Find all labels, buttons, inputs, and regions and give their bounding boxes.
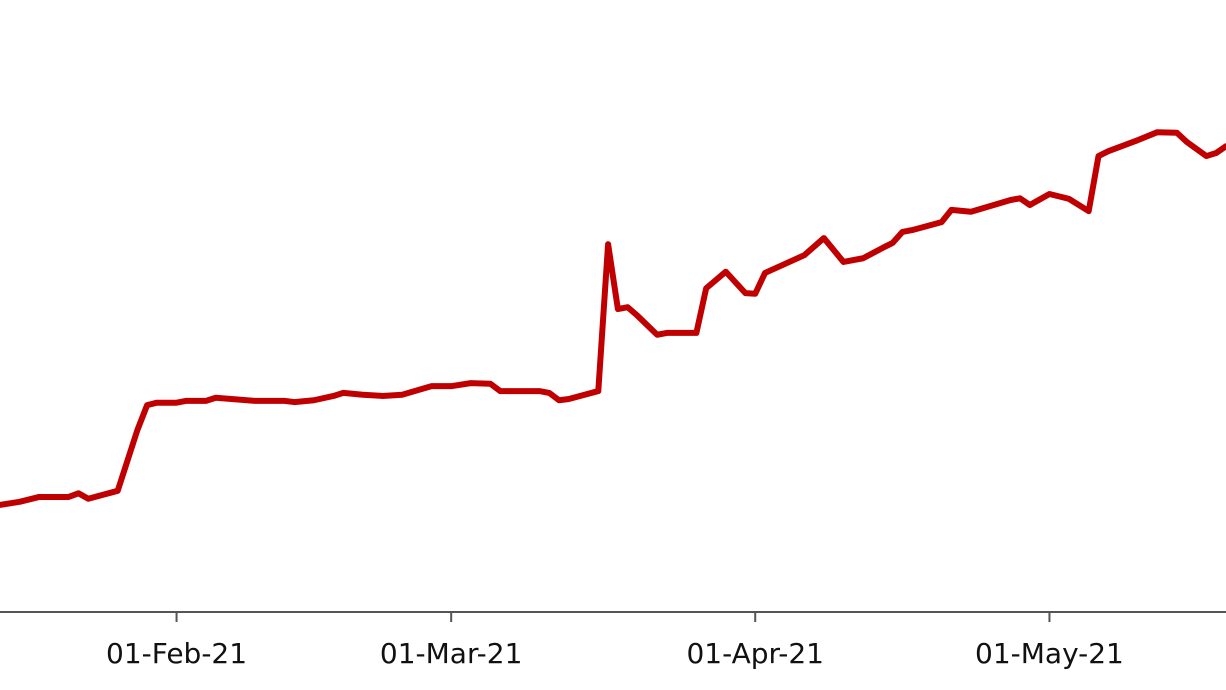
data-line	[0, 129, 1226, 508]
x-tick-label: 01-May-21	[975, 637, 1124, 670]
x-tick-label: 01-Apr-21	[686, 637, 824, 670]
x-tick-label: 01-Mar-21	[380, 637, 523, 670]
x-tick-label: 01-Feb-21	[106, 637, 247, 670]
